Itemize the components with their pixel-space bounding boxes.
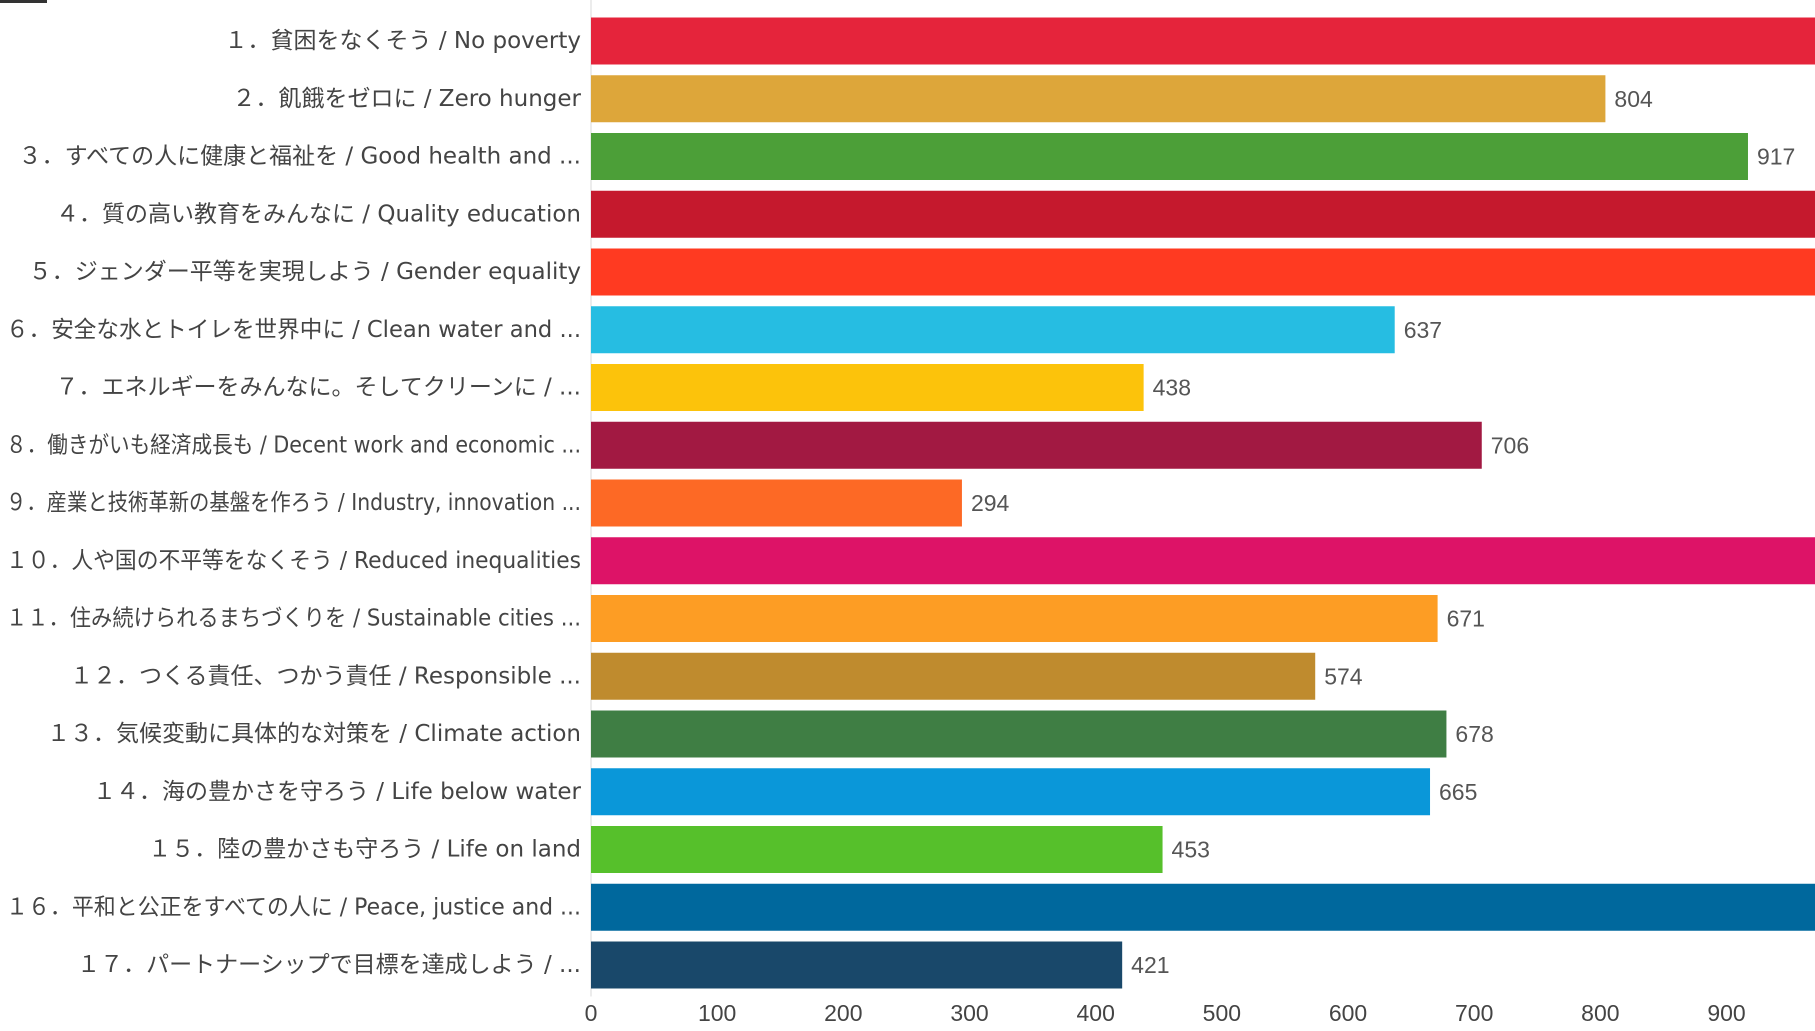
bar-goal-14 <box>591 768 1431 816</box>
bar-goal-17 <box>591 941 1123 989</box>
value-label-17: 421 <box>1131 952 1169 978</box>
value-label-6: 637 <box>1404 317 1442 343</box>
value-label-2: 804 <box>1614 86 1653 112</box>
category-label-8: ８．働きがいも経済成長も / Decent work and economic … <box>6 432 581 458</box>
x-tick-label-800: 800 <box>1581 1000 1619 1026</box>
bar-goal-6 <box>591 306 1395 354</box>
value-label-3: 917 <box>1757 144 1795 170</box>
value-labels: 1,2768049171,3251,1076374387062941,21867… <box>971 86 1795 978</box>
category-label-12: １２．つくる責任、つかう責任 / Responsible ... <box>70 663 581 689</box>
bar-goal-1 <box>591 17 1815 65</box>
bar-goal-9 <box>591 479 962 527</box>
value-label-14: 665 <box>1439 779 1477 805</box>
value-label-7: 438 <box>1153 375 1191 401</box>
category-label-1: １．貧困をなくそう / No poverty <box>225 28 581 54</box>
category-label-15: １５．陸の豊かさも守ろう / Life on land <box>148 837 581 863</box>
x-tick-label-900: 900 <box>1707 1000 1745 1026</box>
bars <box>591 17 1815 989</box>
bar-goal-2 <box>591 75 1606 123</box>
bar-goal-5 <box>591 248 1815 296</box>
category-labels: １．貧困をなくそう / No poverty ２．飢餓をゼロに / Zero hu… <box>6 28 582 978</box>
x-tick-label-500: 500 <box>1203 1000 1241 1026</box>
x-tick-labels: 01002003004005006007008009001,0001,1001,… <box>585 1000 1746 1026</box>
value-label-11: 671 <box>1447 606 1485 632</box>
value-label-13: 678 <box>1455 721 1493 747</box>
bar-goal-13 <box>591 710 1447 758</box>
value-label-9: 294 <box>971 490 1010 516</box>
x-tick-label-0: 0 <box>585 1000 598 1026</box>
category-label-11: １１．住み続けられるまちづくりを / Sustainable cities ..… <box>6 606 581 632</box>
bar-goal-7 <box>591 364 1144 411</box>
x-tick-label-400: 400 <box>1076 1000 1114 1026</box>
category-label-6: ６．安全な水とトイレを世界中に / Clean water and ... <box>6 317 581 343</box>
value-label-12: 574 <box>1324 663 1363 689</box>
value-label-8: 706 <box>1491 432 1529 458</box>
bar-goal-3 <box>591 133 1748 180</box>
category-label-17: １７．パートナーシップで目標を達成しよう / ... <box>77 952 581 978</box>
bar-goal-15 <box>591 826 1163 873</box>
corner-rule <box>0 0 47 3</box>
x-tick-label-200: 200 <box>824 1000 862 1026</box>
x-tick-label-100: 100 <box>698 1000 736 1026</box>
category-label-4: ４．質の高い教育をみんなに / Quality education <box>56 201 581 227</box>
category-label-14: １４．海の豊かさを守ろう / Life below water <box>93 779 582 805</box>
category-label-16: １６．平和と公正をすべての人に / Peace, justice and ... <box>6 894 581 920</box>
category-label-3: ３．すべての人に健康と福祉を / Good health and ... <box>19 144 581 170</box>
category-label-5: ５．ジェンダー平等を実現しよう / Gender equality <box>29 259 581 285</box>
bar-goal-4 <box>591 190 1815 238</box>
bar-goal-11 <box>591 595 1438 642</box>
value-label-15: 453 <box>1172 837 1210 863</box>
category-label-10: １０．人や国の不平等をなくそう / Reduced inequalities <box>6 548 581 574</box>
bar-goal-10 <box>591 537 1815 585</box>
category-label-7: ７．エネルギーをみんなに。そしてクリーンに / ... <box>56 375 581 401</box>
x-tick-label-300: 300 <box>950 1000 988 1026</box>
category-label-2: ２．飢餓をゼロに / Zero hunger <box>232 86 581 112</box>
bar-goal-8 <box>591 421 1482 469</box>
bar-goal-16 <box>591 883 1815 931</box>
x-tick-label-700: 700 <box>1455 1000 1493 1026</box>
category-label-9: ９．産業と技術革新の基盤を作ろう / Industry, innovation … <box>6 490 581 516</box>
x-tick-label-600: 600 <box>1329 1000 1367 1026</box>
category-label-13: １３．気候変動に具体的な対策を / Climate action <box>47 721 581 747</box>
bar-goal-12 <box>591 652 1316 700</box>
